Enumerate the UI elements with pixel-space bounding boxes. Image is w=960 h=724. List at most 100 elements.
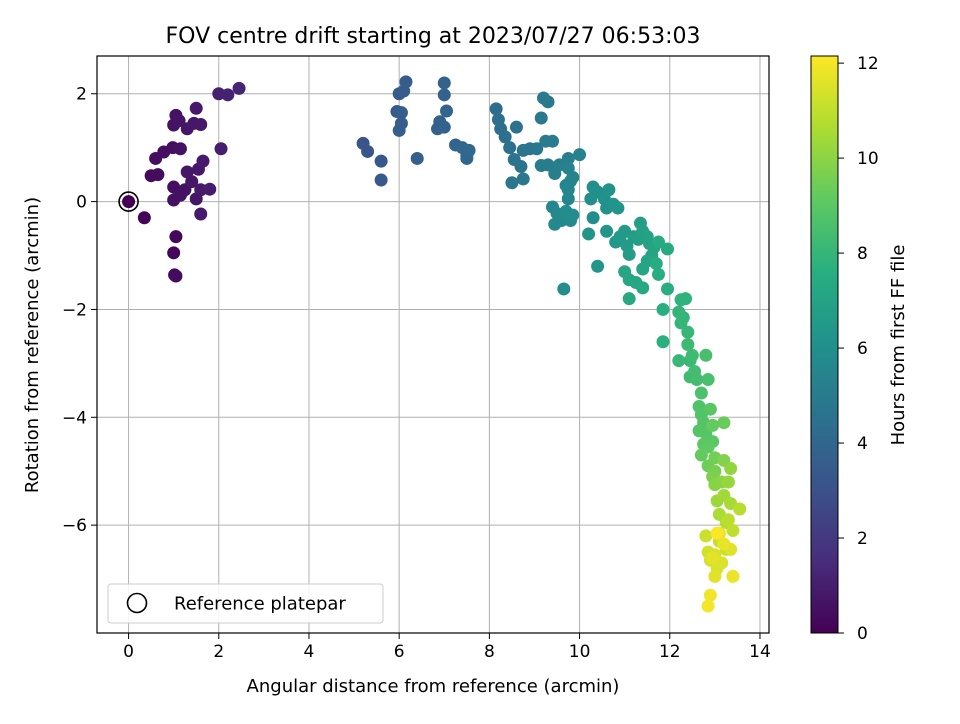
data-point bbox=[172, 114, 186, 128]
data-point bbox=[701, 599, 715, 613]
data-point bbox=[703, 588, 717, 602]
data-point bbox=[636, 262, 650, 276]
data-point bbox=[561, 192, 575, 206]
data-point bbox=[559, 204, 573, 218]
legend: Reference platepar bbox=[107, 583, 384, 624]
x-tick-label: 10 bbox=[569, 642, 591, 662]
data-point bbox=[399, 75, 413, 89]
data-point bbox=[167, 193, 181, 207]
chart-title: FOV centre drift starting at 2023/07/27 … bbox=[166, 24, 701, 49]
data-point bbox=[717, 537, 731, 551]
data-point bbox=[173, 142, 187, 156]
x-axis-label: Angular distance from reference (arcmin) bbox=[247, 676, 620, 697]
data-point bbox=[534, 111, 548, 125]
reference-point bbox=[118, 191, 139, 212]
data-point bbox=[410, 151, 424, 165]
data-point bbox=[710, 526, 724, 540]
data-point bbox=[530, 142, 544, 156]
data-point bbox=[180, 165, 194, 179]
data-point bbox=[503, 141, 517, 155]
data-point bbox=[656, 335, 670, 349]
reference-marker bbox=[118, 191, 139, 212]
colorbar-tick-label: 4 bbox=[857, 434, 868, 454]
data-point bbox=[652, 267, 666, 281]
data-point bbox=[701, 373, 715, 387]
data-point bbox=[676, 311, 690, 325]
data-point bbox=[694, 386, 708, 400]
data-point bbox=[703, 402, 717, 416]
x-tick-label: 2 bbox=[213, 642, 224, 662]
colorbar-tick-label: 6 bbox=[857, 339, 868, 359]
y-axis-label: Rotation from reference (arcmin) bbox=[22, 197, 43, 493]
data-point bbox=[561, 183, 575, 197]
x-tick-label: 14 bbox=[749, 642, 771, 662]
data-point bbox=[726, 569, 740, 583]
data-point bbox=[622, 247, 636, 261]
data-point bbox=[652, 235, 666, 249]
colorbar-tick-label: 8 bbox=[857, 244, 868, 264]
data-point bbox=[462, 143, 476, 157]
data-point bbox=[214, 142, 228, 156]
y-tick-label: 0 bbox=[76, 193, 87, 213]
x-tick-label: 4 bbox=[304, 642, 315, 662]
data-points bbox=[122, 75, 747, 613]
data-point bbox=[611, 201, 625, 215]
y-axis-ticks: −6 −4 −2 0 2 bbox=[62, 85, 97, 536]
data-point bbox=[509, 120, 523, 134]
data-point bbox=[726, 524, 740, 538]
data-point bbox=[557, 282, 571, 296]
data-point bbox=[392, 123, 406, 137]
data-point bbox=[194, 117, 208, 131]
data-point bbox=[586, 211, 600, 225]
x-tick-label: 8 bbox=[484, 642, 495, 662]
data-point bbox=[721, 513, 735, 527]
data-point bbox=[602, 183, 616, 197]
data-point bbox=[167, 246, 181, 260]
data-point bbox=[681, 338, 695, 351]
data-point bbox=[681, 325, 695, 339]
x-axis-ticks: 0 2 4 6 8 10 12 14 bbox=[123, 633, 771, 662]
data-point bbox=[169, 230, 183, 244]
data-point bbox=[582, 227, 596, 241]
y-tick-label: −6 bbox=[62, 516, 87, 536]
data-point bbox=[600, 224, 614, 238]
colorbar-tick-label: 12 bbox=[857, 54, 879, 74]
data-point bbox=[122, 195, 136, 209]
data-point bbox=[724, 462, 738, 476]
data-point bbox=[685, 348, 699, 362]
data-point bbox=[636, 281, 650, 295]
data-point bbox=[189, 101, 203, 115]
colorbar bbox=[810, 55, 839, 634]
data-point bbox=[437, 76, 451, 90]
data-point bbox=[706, 418, 720, 432]
data-point bbox=[649, 257, 663, 271]
colorbar-label: Hours from first FF file bbox=[888, 245, 909, 446]
data-point bbox=[721, 475, 735, 489]
data-point bbox=[708, 569, 722, 583]
data-point bbox=[437, 120, 451, 134]
data-point bbox=[694, 448, 708, 462]
legend-label: Reference platepar bbox=[174, 594, 346, 615]
data-point bbox=[516, 172, 530, 186]
y-tick-label: −2 bbox=[62, 300, 87, 320]
data-point bbox=[541, 95, 555, 109]
data-point bbox=[733, 502, 747, 516]
data-point bbox=[561, 151, 575, 165]
data-point bbox=[232, 81, 246, 95]
data-point bbox=[221, 88, 235, 102]
data-point bbox=[203, 182, 217, 196]
colorbar-ticks: 0 2 4 6 8 10 12 bbox=[838, 54, 879, 644]
data-point bbox=[505, 176, 519, 190]
x-tick-label: 12 bbox=[659, 642, 681, 662]
data-point bbox=[194, 207, 208, 221]
data-point bbox=[622, 292, 636, 306]
data-point bbox=[573, 148, 587, 162]
legend-box bbox=[107, 583, 384, 624]
legend-marker bbox=[126, 592, 148, 614]
data-point bbox=[591, 259, 605, 273]
data-point bbox=[699, 348, 713, 362]
data-point bbox=[151, 168, 165, 182]
data-point bbox=[661, 242, 675, 256]
